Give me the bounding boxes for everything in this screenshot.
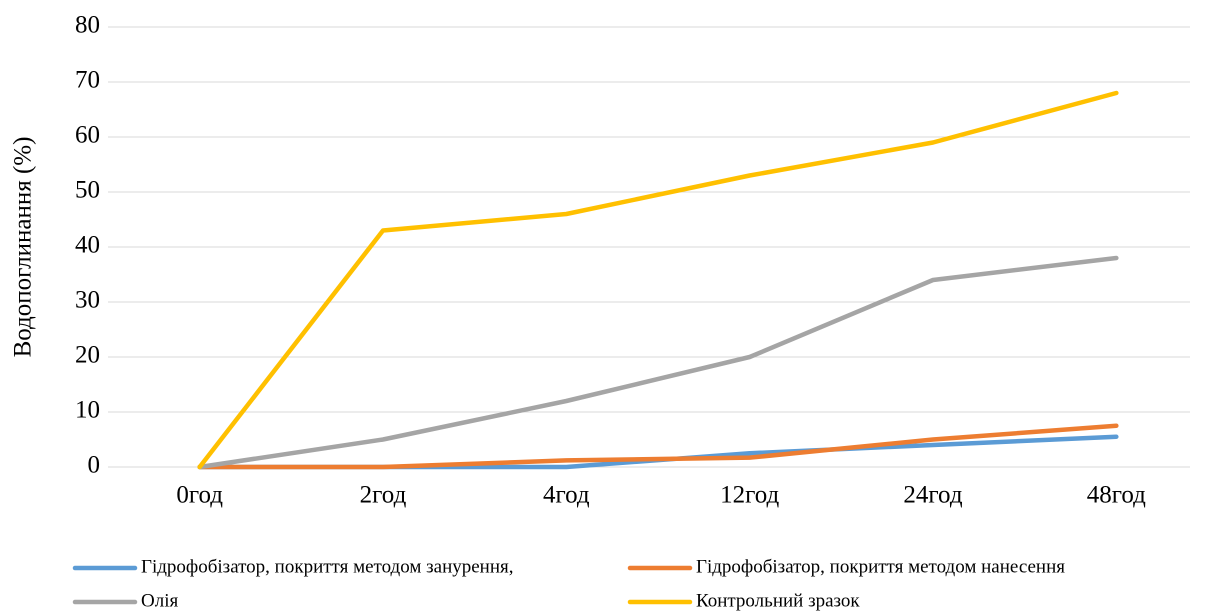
y-tick-label: 0 (88, 452, 101, 479)
legend-label: Гідрофобізатор, покриття методом занурен… (141, 556, 514, 577)
y-tick-label: 40 (75, 232, 100, 259)
x-tick-label: 12год (720, 482, 779, 509)
y-axis-title: Водопоглинання (%) (10, 137, 37, 358)
x-tick-label: 2год (360, 482, 407, 509)
legend-label: Олія (141, 590, 178, 611)
y-tick-label: 10 (75, 397, 100, 424)
y-tick-label: 50 (75, 177, 100, 204)
x-tick-label: 48год (1087, 482, 1146, 509)
legend-label: Контрольний зразок (696, 590, 860, 611)
legend-label: Гідрофобізатор, покриття методом нанесен… (696, 556, 1065, 577)
x-tick-label: 4год (543, 482, 590, 509)
x-tick-label: 0год (176, 482, 223, 509)
y-tick-label: 30 (75, 287, 100, 314)
series-line (197, 434, 1119, 470)
y-tick-label: 70 (75, 67, 100, 94)
y-tick-label: 80 (75, 12, 100, 39)
y-tick-label: 20 (75, 342, 100, 369)
series-line (197, 90, 1119, 470)
x-tick-label: 24год (903, 482, 962, 509)
y-tick-label: 60 (75, 122, 100, 149)
series-line (197, 423, 1119, 470)
series-line (197, 255, 1119, 470)
